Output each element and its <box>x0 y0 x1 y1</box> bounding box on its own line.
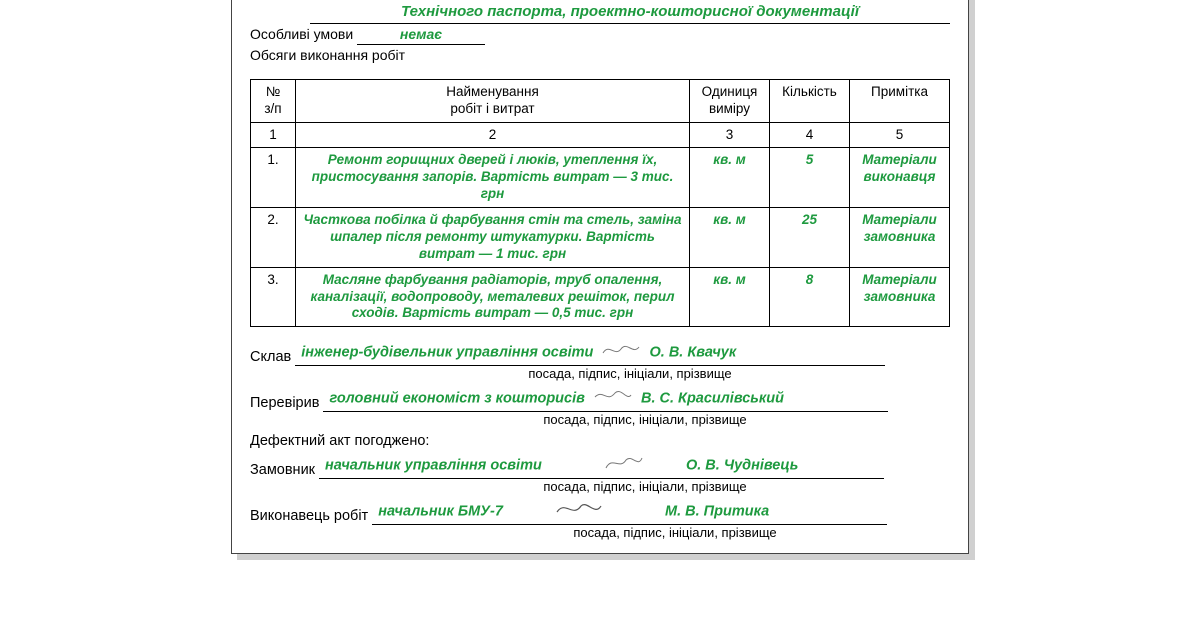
table-body: 1. Ремонт горищних дверей і люків, утепл… <box>251 148 950 327</box>
cell-name: Часткова побілка й фарбування стін та ст… <box>296 208 690 268</box>
cell-unit: кв. м <box>690 148 770 208</box>
cell-qty: 25 <box>770 208 850 268</box>
sig-row-checked: Перевірив головний економіст з кошторисі… <box>250 387 950 428</box>
col-header-num: №з/п <box>251 79 296 122</box>
col-header-name: Найменуванняробіт і витрат <box>296 79 690 122</box>
sig-name: М. В. Притика <box>665 503 769 519</box>
sig-underlabel: посада, підпис, ініціали, прізвище <box>340 479 950 495</box>
colnum-1: 1 <box>251 122 296 148</box>
sig-name: О. В. Квачук <box>649 345 736 361</box>
signature-icon <box>555 500 603 523</box>
work-table: №з/п Найменуванняробіт і витрат Одиницяв… <box>250 79 950 328</box>
cell-n: 3. <box>251 267 296 327</box>
agreed-label: Дефектний акт погоджено: <box>250 432 950 450</box>
cell-note: Матеріали замовника <box>850 267 950 327</box>
special-label: Особливі умови <box>250 26 353 42</box>
signature-icon <box>593 387 633 410</box>
signature-icon <box>601 341 641 364</box>
colnum-2: 2 <box>296 122 690 148</box>
cell-qty: 5 <box>770 148 850 208</box>
cell-name: Ремонт горищних дверей і люків, утепленн… <box>296 148 690 208</box>
col-header-qty: Кількість <box>770 79 850 122</box>
header-green-line: Технічного паспорта, проектно-кошторисно… <box>310 3 950 24</box>
cell-n: 1. <box>251 148 296 208</box>
sig-row-contractor: Виконавець робіт начальник БМУ-7 М. В. П… <box>250 500 950 541</box>
sig-position: начальник БМУ-7 <box>378 503 503 519</box>
sig-position: начальник управління освіти <box>325 458 542 474</box>
table-number-row: 1 2 3 4 5 <box>251 122 950 148</box>
sig-label: Перевірив <box>250 395 319 411</box>
cell-qty: 8 <box>770 267 850 327</box>
cell-unit: кв. м <box>690 267 770 327</box>
scope-label: Обсяги виконання робіт <box>250 47 405 63</box>
cell-name: Масляне фарбування радіаторів, труб опал… <box>296 267 690 327</box>
sig-label: Виконавець робіт <box>250 508 368 524</box>
cell-note: Матеріали виконавця <box>850 148 950 208</box>
sig-underlabel: посада, підпис, ініціали, прізвище <box>340 412 950 428</box>
sig-name: В. С. Красилівський <box>641 390 784 406</box>
sig-row-customer: Замовник начальник управління освіти О. … <box>250 454 950 495</box>
document-page: Технічного паспорта, проектно-кошторисно… <box>231 0 969 554</box>
cell-note: Матеріали замовника <box>850 208 950 268</box>
scope-line: Обсяги виконання робіт <box>250 47 950 65</box>
special-conditions-line: Особливі умови немає <box>250 26 950 46</box>
special-value: немає <box>357 26 485 46</box>
signatures-block: Склав інженер-будівельник управління осв… <box>250 341 950 541</box>
sig-position: головний економіст з кошторисів <box>329 390 584 406</box>
table-header-row: №з/п Найменуванняробіт і витрат Одиницяв… <box>251 79 950 122</box>
sig-name: О. В. Чуднівець <box>686 458 798 474</box>
colnum-3: 3 <box>690 122 770 148</box>
sig-label: Замовник <box>250 462 315 478</box>
table-row: 2. Часткова побілка й фарбування стін та… <box>251 208 950 268</box>
sig-position: інженер-будівельник управління освіти <box>301 345 593 361</box>
colnum-4: 4 <box>770 122 850 148</box>
colnum-5: 5 <box>850 122 950 148</box>
sig-underlabel: посада, підпис, ініціали, прізвище <box>310 366 950 382</box>
table-row: 3. Масляне фарбування радіаторів, труб о… <box>251 267 950 327</box>
table-row: 1. Ремонт горищних дверей і люків, утепл… <box>251 148 950 208</box>
col-header-note: Примітка <box>850 79 950 122</box>
sig-row-compiled: Склав інженер-будівельник управління осв… <box>250 341 950 382</box>
sig-underlabel: посада, підпис, ініціали, прізвище <box>400 525 950 541</box>
col-header-unit: Одиницявиміру <box>690 79 770 122</box>
sig-label: Склав <box>250 349 291 365</box>
cell-unit: кв. м <box>690 208 770 268</box>
cell-n: 2. <box>251 208 296 268</box>
signature-icon <box>604 454 644 477</box>
